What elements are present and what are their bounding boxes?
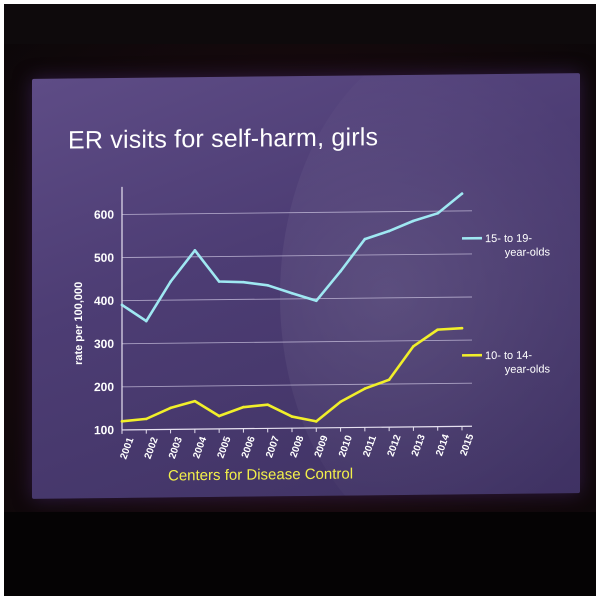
gridline-600 [122,210,472,215]
x-tick-label-2011: 2011 [361,434,379,459]
x-axis-line [122,425,472,431]
source-caption: Centers for Disease Control [168,465,354,485]
axes [121,186,472,434]
data-point-10-14-2005 [217,414,221,418]
x-tick-label-2009: 2009 [313,434,331,459]
legend-label-15-19-1: year-olds [505,246,551,258]
data-point-15-19-2012 [387,229,391,233]
data-point-10-14-2001 [120,420,124,423]
x-tick-label-2003: 2003 [167,435,185,460]
data-point-10-14-2012 [387,378,391,382]
data-point-15-19-2006 [242,280,245,284]
x-tick-label-2004: 2004 [191,435,209,460]
y-tick-label-100: 100 [94,423,114,437]
series-line-10-14 [120,326,464,423]
data-point-10-14-2008 [290,415,294,418]
data-point-10-14-2004 [193,399,197,403]
x-tick-label-2006: 2006 [240,435,258,460]
photo-frame: ER visits for self-harm, girls 100 200 300… [4,4,596,596]
gridline-300 [122,339,472,345]
data-point-10-14-2010 [339,400,342,404]
data-point-15-19-2015 [460,192,464,195]
gridline-200 [122,382,472,388]
y-tick-label-600: 600 [94,208,114,222]
gridline-500 [122,253,472,259]
data-point-10-14-2015 [460,326,464,330]
gridline-400 [122,296,472,302]
x-tick-labels: 2001 2002 2003 2004 2005 2006 2007 2008 2009 2010… [118,432,476,461]
legend-label-15-19-0: 15- to 19- [485,233,532,245]
y-axis-label: rate per 100,000 [73,282,85,365]
legend-label-10-14-1: year-olds [505,363,551,375]
presentation-slide: ER visits for self-harm, girls 100 200 300… [32,73,580,499]
x-tick-label-2013: 2013 [410,433,428,458]
x-tick-label-2012: 2012 [386,433,404,458]
x-tick-label-2010: 2010 [337,434,355,459]
data-point-15-19-2009 [314,299,318,303]
data-point-15-19-2007 [266,284,270,287]
y-tick-label-500: 500 [94,251,114,265]
data-point-15-19-2002 [144,319,148,323]
y-tick-label-300: 300 [94,337,114,351]
data-point-10-14-2014 [436,328,440,331]
x-tick-label-2001: 2001 [118,436,136,461]
legend-label-10-14-0: 10- to 14- [485,350,532,362]
y-tick-labels: 100 200 300 400 500 600 [94,208,114,438]
data-point-15-19-2014 [436,212,440,215]
x-tick-label-2008: 2008 [288,434,306,459]
data-point-10-14-2009 [314,420,318,423]
x-tick-label-2015: 2015 [458,432,476,457]
grid-lines [122,210,472,388]
y-tick-label-200: 200 [94,380,114,394]
data-point-15-19-2004 [193,249,197,252]
x-tick-label-2007: 2007 [264,434,282,459]
data-point-15-19-2005 [217,280,221,283]
data-point-15-19-2008 [290,291,294,295]
data-point-10-14-2013 [412,344,415,348]
data-point-10-14-2007 [266,403,270,407]
data-point-15-19-2013 [412,219,415,223]
x-tick-label-2002: 2002 [143,436,161,461]
data-point-10-14-2003 [169,406,172,410]
y-tick-label-400: 400 [94,294,114,308]
data-point-15-19-2011 [363,237,367,241]
x-tick-label-2005: 2005 [216,435,234,460]
series-lines [120,192,464,423]
data-point-10-14-2002 [144,417,148,421]
data-point-15-19-2003 [169,280,172,283]
data-point-10-14-2011 [363,387,367,390]
data-point-10-14-2006 [242,405,245,409]
x-tick-label-2014: 2014 [434,433,452,458]
data-point-15-19-2001 [120,303,124,307]
screen-bottom-edge [4,512,596,596]
data-point-15-19-2010 [339,269,342,273]
